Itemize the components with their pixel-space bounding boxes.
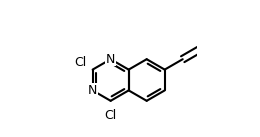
Text: N: N [88,84,97,97]
Text: Cl: Cl [105,109,117,122]
Text: N: N [106,53,115,66]
Text: Cl: Cl [74,56,86,69]
